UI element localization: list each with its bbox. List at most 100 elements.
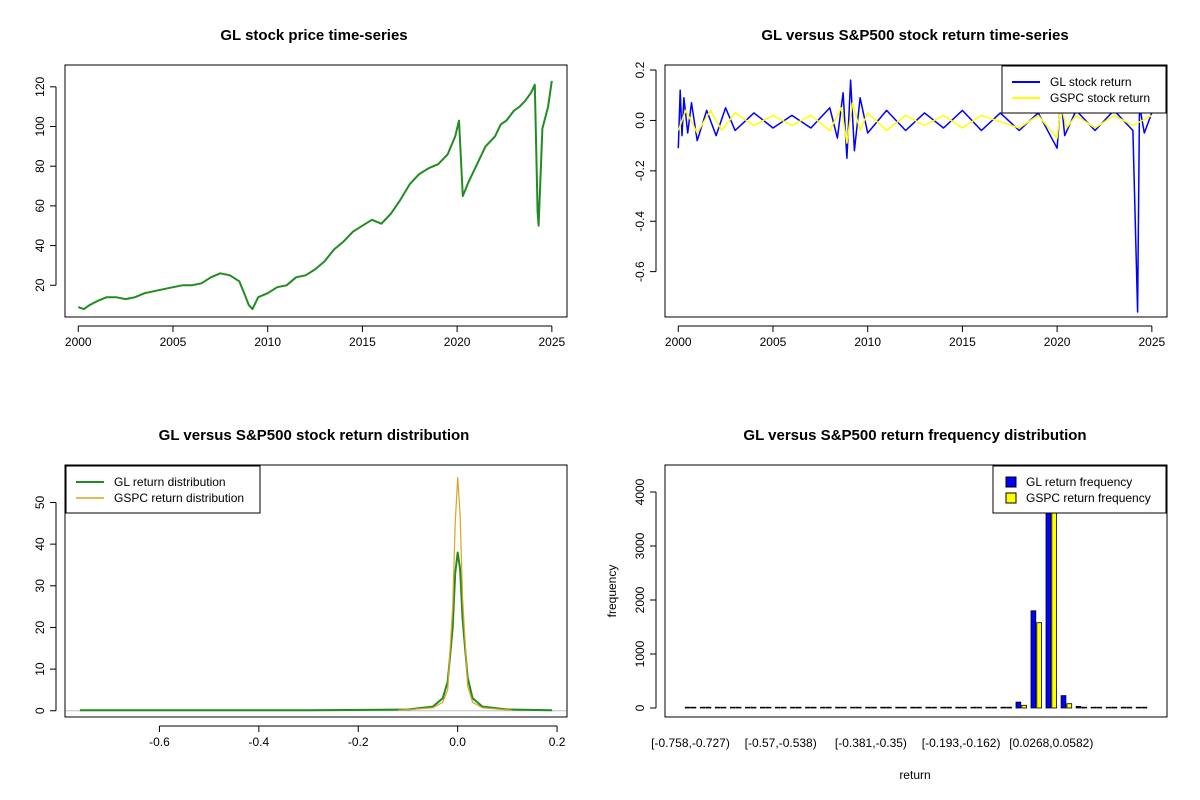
plot-frame — [64, 64, 568, 318]
gspc-frequency-bar — [886, 706, 892, 709]
gl-frequency-bar — [714, 706, 721, 709]
legend-box — [65, 465, 261, 514]
y-tick-label: -0.4 — [633, 211, 647, 232]
y-tick-label: 3000 — [633, 532, 647, 559]
gl-price-line — [77, 80, 553, 311]
legend-label: GL return distribution — [114, 475, 226, 489]
legend-label: GSPC stock return — [1050, 91, 1150, 105]
gl-frequency-bar — [1030, 610, 1037, 709]
y-tick-label: 0 — [33, 707, 47, 714]
gspc-frequency-bar — [1111, 706, 1118, 709]
x-tick-label: [-0.381,-0.35) — [835, 736, 907, 750]
gl-frequency-bar — [1105, 706, 1112, 709]
legend: GL stock return GSPC stock return — [1001, 65, 1167, 114]
y-tick-label: 0.0 — [633, 112, 647, 129]
legend-label: GSPC return frequency — [1026, 491, 1151, 505]
gspc-frequency-bar — [720, 706, 727, 709]
y-tick-label: 30 — [33, 579, 47, 593]
legend: GL return frequency GSPC return frequenc… — [992, 465, 1167, 514]
x-tick-label: 2010 — [854, 335, 881, 349]
gl-frequency-bar — [1000, 706, 1007, 709]
x-axis: 2000 2005 2010 2015 2020 2025 — [665, 325, 1166, 349]
x-tick-label: 2000 — [665, 335, 692, 349]
y-tick-label: -0.2 — [633, 160, 647, 181]
legend-swatch — [1005, 476, 1017, 488]
x-axis-title: return — [899, 768, 930, 782]
y-axis: 0 1000 2000 3000 4000 — [633, 478, 657, 711]
gspc-frequency-bar — [810, 706, 817, 709]
x-tick-label: 2000 — [65, 335, 92, 349]
gl-frequency-bar — [1120, 706, 1127, 709]
gspc-frequency-bar — [1036, 622, 1043, 709]
gspc-frequency-bar — [780, 706, 787, 709]
gspc-frequency-bar — [931, 706, 937, 709]
legend-label: GL return frequency — [1026, 475, 1132, 489]
x-axis: [-0.758,-0.727) [-0.57,-0.538) [-0.381,-0.… — [651, 736, 1093, 750]
gl-frequency-bar — [745, 706, 751, 709]
y-axis: 20 40 60 80 100 120 — [33, 76, 57, 292]
gspc-frequency-bar — [765, 706, 772, 709]
legend: GL return distribution GSPC return distr… — [65, 465, 261, 514]
x-tick-label: -0.4 — [248, 735, 269, 749]
gl-frequency-bar — [925, 706, 931, 709]
gl-frequency-bar — [1135, 706, 1142, 709]
y-axis-title: frequency — [605, 565, 619, 618]
y-tick-label: 100 — [33, 116, 47, 136]
gl-frequency-bar — [910, 706, 916, 709]
gl-frequency-bar — [730, 706, 736, 709]
x-tick-label: 2020 — [444, 335, 471, 349]
panel-return-distribution: GL versus S&P500 stock return distributi… — [33, 427, 568, 749]
x-tick-label: 0.2 — [549, 735, 566, 749]
gspc-frequency-bar — [1126, 706, 1133, 709]
legend-box — [992, 465, 1167, 514]
y-tick-label: 50 — [33, 495, 47, 509]
gspc-frequency-bar — [690, 706, 697, 709]
gl-frequency-bar — [955, 706, 961, 709]
x-axis: 2000 2005 2010 2015 2020 2025 — [65, 325, 566, 349]
x-tick-label: -0.6 — [149, 735, 170, 749]
gspc-frequency-bar — [841, 706, 847, 709]
gspc-frequency-bar — [1021, 704, 1027, 709]
panel-gl-price: GL stock price time-series 2000 2005 2010 2… — [33, 27, 568, 349]
x-tick-label: 2015 — [349, 335, 376, 349]
plot-frame — [64, 464, 568, 718]
legend-label: GSPC return distribution — [114, 491, 244, 505]
gspc-frequency-bar — [1081, 706, 1088, 709]
gl-frequency-bar — [895, 706, 901, 709]
y-tick-label: 1000 — [633, 640, 647, 667]
x-tick-label: [-0.57,-0.538) — [745, 736, 817, 750]
gl-frequency-bar — [880, 706, 886, 709]
gspc-frequency-bar — [1141, 706, 1148, 709]
x-tick-label: [-0.758,-0.727) — [651, 736, 730, 750]
gspc-frequency-bar — [871, 706, 877, 709]
y-tick-label: 80 — [33, 159, 47, 173]
gl-frequency-bar — [684, 706, 691, 709]
legend-label: GL stock return — [1050, 75, 1132, 89]
gspc-frequency-bar — [705, 706, 712, 709]
gl-frequency-bar — [805, 706, 811, 709]
x-tick-label: -0.2 — [348, 735, 369, 749]
gspc-frequency-bar — [976, 706, 982, 709]
gl-frequency-bar — [835, 706, 841, 709]
gl-frequency-bar — [985, 706, 992, 709]
y-tick-label: 20 — [33, 278, 47, 292]
plot-marks — [684, 469, 1148, 709]
gspc-frequency-bar — [916, 706, 922, 709]
gspc-frequency-bar — [961, 706, 967, 709]
legend-box — [1001, 65, 1167, 114]
gspc-stock-return-line — [677, 102, 1153, 144]
gl-frequency-bar — [1075, 706, 1082, 709]
gl-frequency-bar — [775, 706, 781, 709]
gl-frequency-bar — [1015, 701, 1022, 709]
x-axis: -0.6 -0.4 -0.2 0.0 0.2 — [149, 725, 566, 749]
gl-frequency-bar — [970, 706, 977, 709]
gl-frequency-bar — [760, 706, 766, 709]
x-tick-label: 2025 — [1138, 335, 1165, 349]
gspc-frequency-bar — [795, 706, 802, 709]
gl-frequency-bar — [699, 706, 706, 709]
gl-return-distribution-line — [79, 551, 553, 712]
gl-frequency-bar — [1090, 706, 1097, 709]
gspc-frequency-bar — [856, 706, 862, 709]
gspc-return-distribution-line — [397, 476, 513, 711]
